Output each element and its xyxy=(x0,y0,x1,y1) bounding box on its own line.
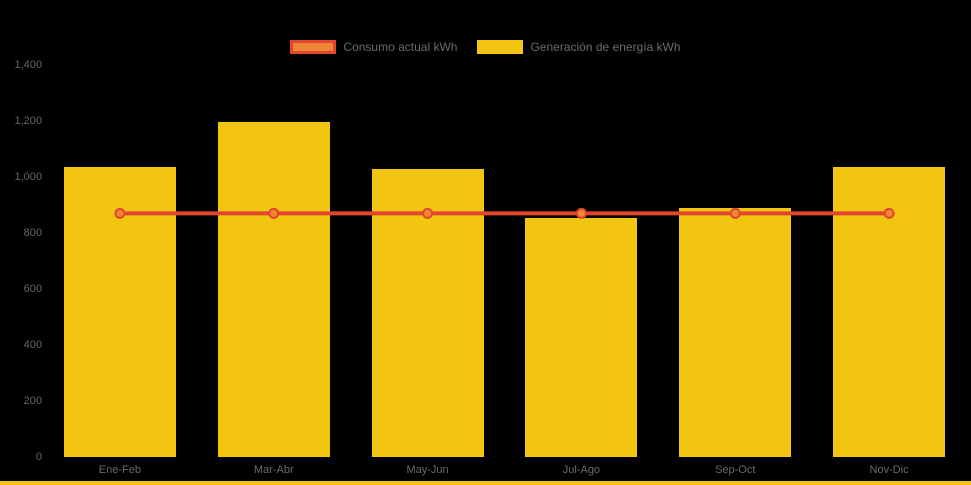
y-tick-label: 600 xyxy=(23,283,42,295)
legend-label-generacion: Generación de energía kWh xyxy=(530,40,681,54)
legend-label-consumo: Consumo actual kWh xyxy=(343,40,458,54)
legend-item-consumo-actual[interactable]: Consumo actual kWh xyxy=(290,40,457,54)
x-tick-label-Nov-Dic: Nov-Dic xyxy=(869,464,909,476)
x-tick-label-May-Jun: May-Jun xyxy=(406,464,449,476)
y-tick-label: 1,400 xyxy=(14,59,42,71)
bar-May-Jun[interactable] xyxy=(371,168,484,457)
y-tick-label: 1,000 xyxy=(14,171,42,183)
legend-swatch-consumo-icon xyxy=(290,40,337,54)
legend-item-generacion-energia[interactable]: Generación de energía kWh xyxy=(477,40,681,54)
bottom-accent-strip xyxy=(0,481,971,485)
legend-swatch-generacion-icon xyxy=(477,40,524,54)
bar-Nov-Dic[interactable] xyxy=(833,167,946,457)
bar-Jul-Ago[interactable] xyxy=(525,217,638,457)
y-tick-label: 200 xyxy=(23,395,42,407)
x-tick-label-Sep-Oct: Sep-Oct xyxy=(715,464,756,476)
x-tick-label-Ene-Feb: Ene-Feb xyxy=(98,464,142,476)
bar-Ene-Feb[interactable] xyxy=(63,167,176,457)
x-tick-label-Jul-Ago: Jul-Ago xyxy=(562,464,601,476)
chart-legend: Consumo actual kWh Generación de energía… xyxy=(0,40,971,54)
bar-Mar-Abr[interactable] xyxy=(217,122,330,457)
y-tick-label: 0 xyxy=(35,451,42,463)
x-tick-label-Mar-Abr: Mar-Abr xyxy=(253,464,294,476)
y-tick-label: 1,200 xyxy=(14,115,42,127)
consumo-point-Jul-Ago[interactable] xyxy=(575,207,587,219)
y-tick-label: 400 xyxy=(23,339,42,351)
bar-Sep-Oct[interactable] xyxy=(679,207,792,457)
y-tick-label: 800 xyxy=(23,227,42,239)
